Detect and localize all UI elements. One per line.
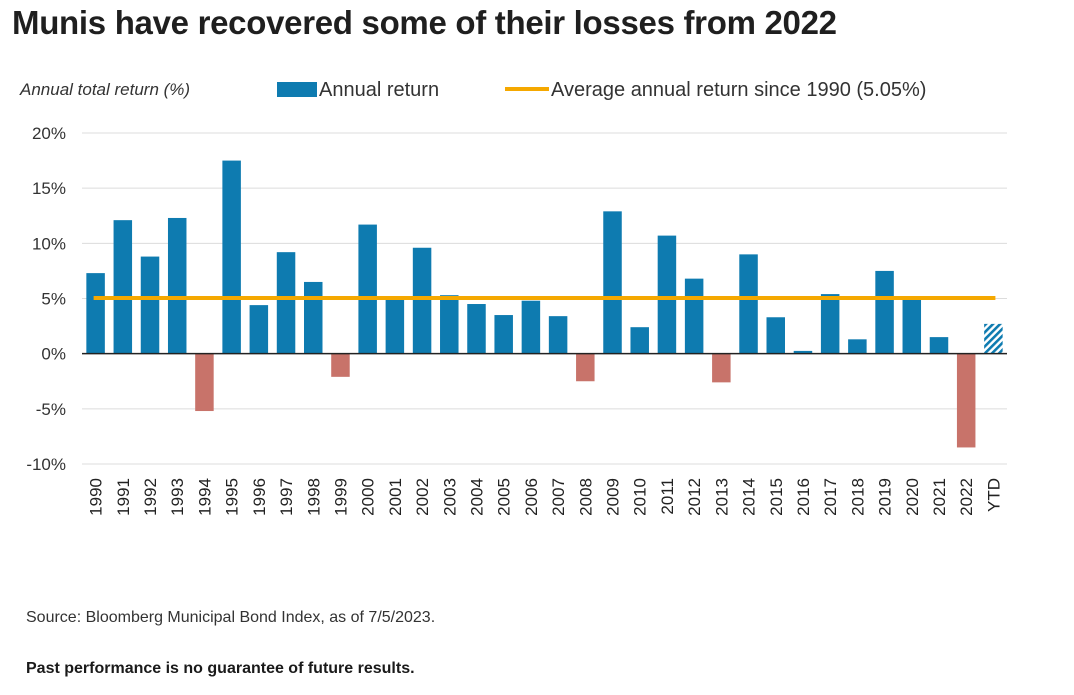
- x-tick-label: 2002: [413, 478, 432, 516]
- bar-1991: [113, 220, 133, 354]
- bar-2003: [440, 295, 459, 354]
- x-tick-label: 2010: [631, 478, 650, 516]
- x-axis-ticks: 1990 1991 1992 1993 1994 1995 1996 1997 1998 1999…: [87, 478, 1004, 516]
- bar-2015: [766, 317, 785, 354]
- x-tick-label: 2003: [440, 478, 459, 516]
- bar-2012: [684, 278, 704, 354]
- bar-2004: [467, 304, 486, 354]
- x-tick-label: 2022: [957, 478, 976, 516]
- x-tick-label: 2008: [576, 478, 595, 516]
- bar-1998: [304, 281, 323, 354]
- bar-1996: [249, 305, 269, 354]
- bar-1994: [195, 353, 214, 412]
- x-tick-label: 2004: [467, 478, 486, 516]
- bar-1997: [276, 252, 296, 354]
- x-tick-label: 1997: [277, 478, 296, 516]
- bar-1999: [331, 353, 350, 377]
- x-tick-label: YTD: [984, 478, 1003, 512]
- x-tick-label: 2005: [495, 478, 514, 516]
- x-tick-label: 2019: [876, 478, 895, 516]
- bar-2008: [576, 353, 595, 382]
- bar-2007: [548, 316, 568, 354]
- bar-2014: [739, 254, 758, 354]
- bar-2021: [929, 337, 949, 354]
- x-tick-label: 2009: [604, 478, 623, 516]
- y-axis-title: Annual total return (%): [19, 80, 190, 99]
- x-tick-label: 1998: [304, 478, 323, 516]
- legend-label-average-return: Average annual return since 1990 (5.05%): [551, 79, 926, 101]
- y-tick-label: 20%: [32, 124, 66, 143]
- bar-2020: [902, 296, 922, 354]
- x-tick-label: 1999: [331, 478, 350, 516]
- disclaimer-note: Past performance is no guarantee of futu…: [26, 660, 415, 677]
- bar-2019: [875, 270, 894, 354]
- x-tick-label: 2013: [712, 478, 731, 516]
- bar-2001: [385, 297, 405, 354]
- y-tick-label: 0%: [41, 345, 66, 364]
- bar-2022: [956, 353, 976, 448]
- y-tick-label: 15%: [32, 179, 66, 198]
- y-tick-label: -5%: [36, 400, 66, 419]
- bars: [86, 160, 1003, 448]
- bar-2000: [358, 224, 377, 354]
- bar-1995: [222, 160, 241, 354]
- bar-2009: [603, 211, 622, 354]
- x-tick-label: 1990: [87, 478, 106, 516]
- bar-2018: [848, 339, 867, 354]
- x-tick-label: 2020: [903, 478, 922, 516]
- legend-swatch-annual-return: [277, 82, 317, 97]
- bar-1993: [167, 217, 187, 354]
- x-tick-label: 2014: [740, 478, 759, 516]
- bar-2017: [820, 294, 840, 354]
- bar-2010: [630, 327, 649, 354]
- x-tick-label: 1996: [250, 478, 269, 516]
- x-tick-label: 1995: [223, 478, 242, 516]
- x-tick-label: 1993: [168, 478, 187, 516]
- average-line-layer: [82, 295, 1007, 355]
- chart-title: Munis have recovered some of their losse…: [12, 4, 837, 41]
- legend-label-annual-return: Annual return: [319, 79, 439, 101]
- y-tick-label: 5%: [41, 290, 66, 309]
- x-tick-label: 2012: [685, 478, 704, 516]
- bar-2016: [793, 350, 813, 354]
- x-tick-label: 2021: [930, 478, 949, 516]
- x-tick-label: 2006: [522, 478, 541, 516]
- bar-2011: [657, 235, 677, 354]
- bar-2013: [712, 353, 731, 383]
- bar-2002: [412, 247, 432, 354]
- bar-chart: Annual total return (%) Annual return Av…: [19, 79, 1007, 516]
- x-tick-label: 1992: [141, 478, 160, 516]
- x-tick-label: 2018: [848, 478, 867, 516]
- y-tick-label: 10%: [32, 234, 66, 253]
- x-tick-label: 2017: [821, 478, 840, 516]
- bar-1992: [140, 256, 160, 354]
- x-tick-label: 1994: [195, 478, 214, 516]
- x-tick-label: 2015: [767, 478, 786, 516]
- y-tick-label: -10%: [26, 455, 66, 474]
- x-tick-label: 2000: [359, 478, 378, 516]
- bar-ytd: [984, 323, 1003, 354]
- x-tick-label: 2007: [549, 478, 568, 516]
- x-tick-label: 1991: [114, 478, 133, 516]
- x-tick-label: 2016: [794, 478, 813, 516]
- y-axis-ticks: 20% 15% 10% 5% 0% -5% -10%: [26, 124, 66, 474]
- bar-2005: [494, 315, 513, 354]
- bar-2006: [521, 300, 541, 354]
- x-tick-label: 2011: [658, 478, 677, 515]
- source-note: Source: Bloomberg Municipal Bond Index, …: [26, 609, 436, 626]
- bar-1990: [86, 273, 105, 354]
- x-tick-label: 2001: [386, 478, 405, 516]
